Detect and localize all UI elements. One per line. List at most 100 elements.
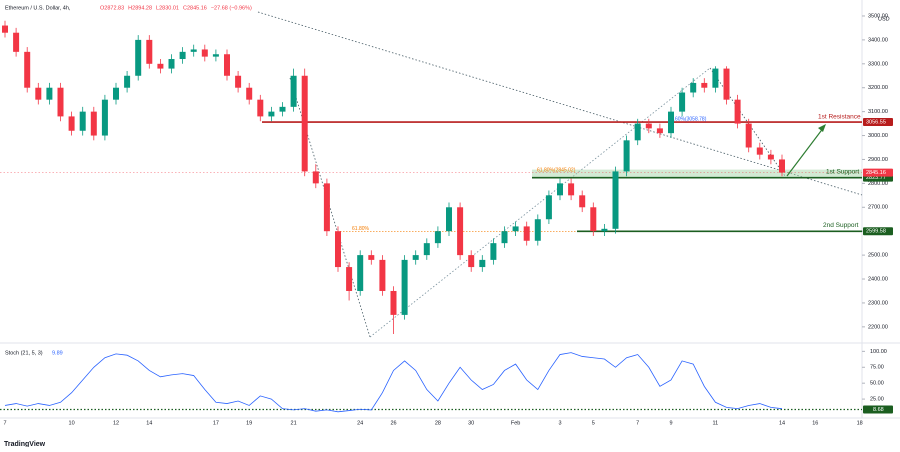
y-tick-label: 3500.00: [868, 13, 888, 19]
ohlc-value: L2830.01: [156, 5, 179, 11]
candle-body: [468, 255, 475, 268]
candle-body: [401, 259, 408, 315]
y-tick-label: 75.00: [870, 365, 884, 371]
last-price-label: 2845.16: [866, 170, 886, 176]
y-tick-label: 2700.00: [868, 205, 888, 211]
candle-body: [235, 75, 242, 88]
level-label: 2823.77: [866, 175, 886, 181]
candle-body: [390, 290, 397, 315]
y-tick-label: 2900.00: [868, 157, 888, 163]
ohlc-value: −27.68 (−0.96%): [211, 5, 252, 11]
x-tick-label: 9: [669, 420, 672, 426]
candle-body: [124, 75, 131, 88]
candle-body: [290, 75, 297, 107]
candle-body: [357, 255, 364, 291]
candle-body: [279, 106, 286, 112]
candle-body: [545, 195, 552, 220]
level-label-box: [863, 227, 893, 236]
level-label: 2599.58: [866, 229, 886, 235]
candle-body: [446, 207, 452, 232]
x-tick-label: Feb: [511, 420, 520, 426]
x-tick-label: 5: [592, 420, 595, 426]
candle-body: [756, 147, 763, 155]
candle-body: [257, 99, 264, 117]
candle-body: [13, 32, 20, 52]
y-tick-label: 2200.00: [868, 324, 888, 330]
x-tick-label: 11: [713, 420, 719, 426]
level-name: 2nd Support: [823, 222, 859, 229]
candle-body: [35, 87, 42, 100]
candle-body: [157, 63, 164, 69]
candle-body: [379, 259, 386, 291]
candle-body: [601, 228, 608, 232]
x-tick-label: 18: [857, 420, 863, 426]
candle-body: [168, 59, 175, 69]
candle-body: [68, 116, 75, 131]
candle-body: [612, 171, 619, 229]
threshold-label: 8.68: [873, 407, 884, 413]
arrow-head: [818, 124, 826, 132]
candle-body: [57, 87, 64, 117]
y-tick-label: 2400.00: [868, 276, 888, 282]
candle-body: [568, 183, 575, 196]
candle-body: [323, 183, 330, 232]
candle-body: [656, 128, 663, 134]
candle-body: [201, 49, 208, 57]
level-label-box: [863, 118, 893, 127]
x-tick-label: 26: [390, 420, 396, 426]
candle-body: [479, 259, 486, 268]
y-tick-label: 3200.00: [868, 85, 888, 91]
candle-body: [79, 111, 86, 131]
x-tick-label: 28: [435, 420, 441, 426]
x-tick-label: 17: [213, 420, 219, 426]
x-tick-label: 3: [558, 420, 561, 426]
x-tick-label: 19: [246, 420, 252, 426]
fib-label: 61.80%(2845.02): [537, 167, 576, 173]
fib-label: 61.80%: [352, 226, 370, 232]
y-tick-label: 3400.00: [868, 37, 888, 43]
x-tick-label: 14: [779, 420, 785, 426]
x-tick-label: 7: [3, 420, 6, 426]
candle-body: [146, 39, 153, 64]
y-tick-label: 50.00: [870, 381, 884, 387]
candle-body: [523, 226, 530, 241]
candle-body: [557, 183, 563, 196]
trendline: [257, 11, 863, 196]
y-tick-label: 3100.00: [868, 109, 888, 115]
x-tick-label: 14: [146, 420, 152, 426]
y-tick-label: 3000.00: [868, 133, 888, 139]
candle-body: [190, 49, 197, 52]
candle-body: [734, 99, 741, 124]
candle-body: [90, 111, 97, 136]
candle-body: [723, 68, 730, 100]
stoch-line: [4, 352, 783, 413]
level-name: 1st Support: [826, 168, 859, 175]
candle-body: [645, 123, 652, 129]
candle-body: [501, 231, 508, 244]
x-tick-label: 16: [812, 420, 818, 426]
candle-body: [135, 39, 142, 76]
currency: USD: [878, 16, 890, 22]
candle-body: [623, 140, 630, 172]
candle-body: [2, 25, 8, 33]
candle-body: [312, 171, 319, 184]
candle-body: [368, 255, 375, 260]
candle-body: [101, 99, 108, 136]
candle-body: [701, 82, 708, 88]
fib-label: 78.60%(3058.78): [668, 116, 707, 122]
candle-body: [534, 219, 541, 241]
candle-body: [490, 243, 497, 260]
threshold-box: [863, 405, 893, 414]
candle-body: [46, 87, 53, 100]
ohlc-value: O2872.83: [100, 5, 124, 11]
level-name: 1st Resistance: [818, 114, 861, 121]
chart-title: Ethereum / U.S. Dollar, 4h,: [5, 5, 71, 11]
projection-arrow: [786, 126, 825, 177]
y-tick-label: 3300.00: [868, 61, 888, 67]
indicator-title: Stoch (21, 5, 3): [5, 350, 43, 356]
candle-body: [679, 92, 686, 112]
candle-body: [346, 267, 353, 291]
candle-body: [224, 54, 230, 76]
candle-body: [24, 51, 31, 88]
